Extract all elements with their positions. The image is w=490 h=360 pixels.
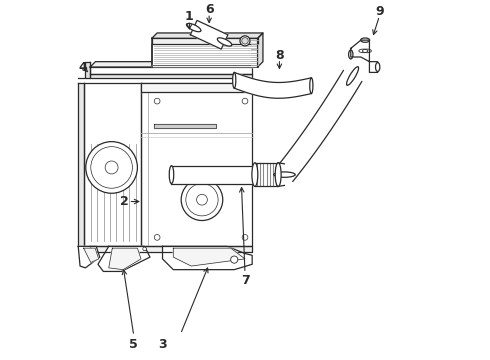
- Text: 1: 1: [185, 10, 194, 23]
- Polygon shape: [152, 39, 258, 44]
- Ellipse shape: [218, 38, 232, 46]
- Circle shape: [181, 179, 223, 221]
- Text: 7: 7: [241, 274, 249, 287]
- Polygon shape: [351, 40, 378, 72]
- Polygon shape: [234, 72, 311, 98]
- Polygon shape: [90, 246, 252, 252]
- Circle shape: [143, 247, 147, 251]
- Polygon shape: [85, 62, 90, 78]
- Polygon shape: [90, 62, 258, 67]
- Polygon shape: [152, 64, 258, 67]
- Circle shape: [240, 36, 250, 46]
- Text: 9: 9: [375, 5, 384, 18]
- Polygon shape: [258, 33, 263, 67]
- Text: 6: 6: [205, 3, 214, 16]
- Polygon shape: [153, 125, 216, 128]
- Circle shape: [231, 256, 238, 263]
- Text: 8: 8: [275, 49, 284, 62]
- Ellipse shape: [361, 38, 369, 42]
- Text: 4: 4: [78, 60, 87, 73]
- Polygon shape: [163, 246, 252, 270]
- Ellipse shape: [346, 67, 359, 85]
- Ellipse shape: [187, 23, 201, 32]
- Polygon shape: [191, 21, 228, 49]
- Polygon shape: [84, 83, 141, 246]
- Circle shape: [196, 194, 207, 205]
- Circle shape: [242, 234, 248, 240]
- Polygon shape: [109, 248, 141, 270]
- Polygon shape: [84, 248, 98, 262]
- Polygon shape: [172, 166, 254, 184]
- Polygon shape: [141, 83, 252, 92]
- Polygon shape: [78, 246, 100, 268]
- Polygon shape: [152, 33, 263, 39]
- Ellipse shape: [233, 72, 236, 88]
- Text: 5: 5: [129, 338, 138, 351]
- Polygon shape: [255, 163, 278, 186]
- Circle shape: [154, 234, 160, 240]
- Polygon shape: [78, 83, 84, 246]
- Ellipse shape: [375, 63, 380, 72]
- Polygon shape: [90, 67, 252, 74]
- Circle shape: [86, 141, 137, 193]
- Polygon shape: [276, 71, 362, 181]
- Ellipse shape: [275, 163, 281, 186]
- Ellipse shape: [310, 78, 313, 94]
- Polygon shape: [152, 39, 258, 67]
- Ellipse shape: [274, 172, 295, 177]
- Ellipse shape: [349, 50, 353, 59]
- Polygon shape: [98, 246, 150, 271]
- Polygon shape: [90, 74, 252, 78]
- Circle shape: [242, 98, 248, 104]
- Text: 2: 2: [121, 195, 129, 208]
- Circle shape: [242, 38, 248, 44]
- Circle shape: [105, 161, 118, 174]
- Ellipse shape: [252, 163, 258, 186]
- Ellipse shape: [169, 166, 174, 184]
- Text: 3: 3: [158, 338, 167, 351]
- Polygon shape: [173, 248, 245, 266]
- Circle shape: [154, 98, 160, 104]
- Polygon shape: [141, 83, 252, 246]
